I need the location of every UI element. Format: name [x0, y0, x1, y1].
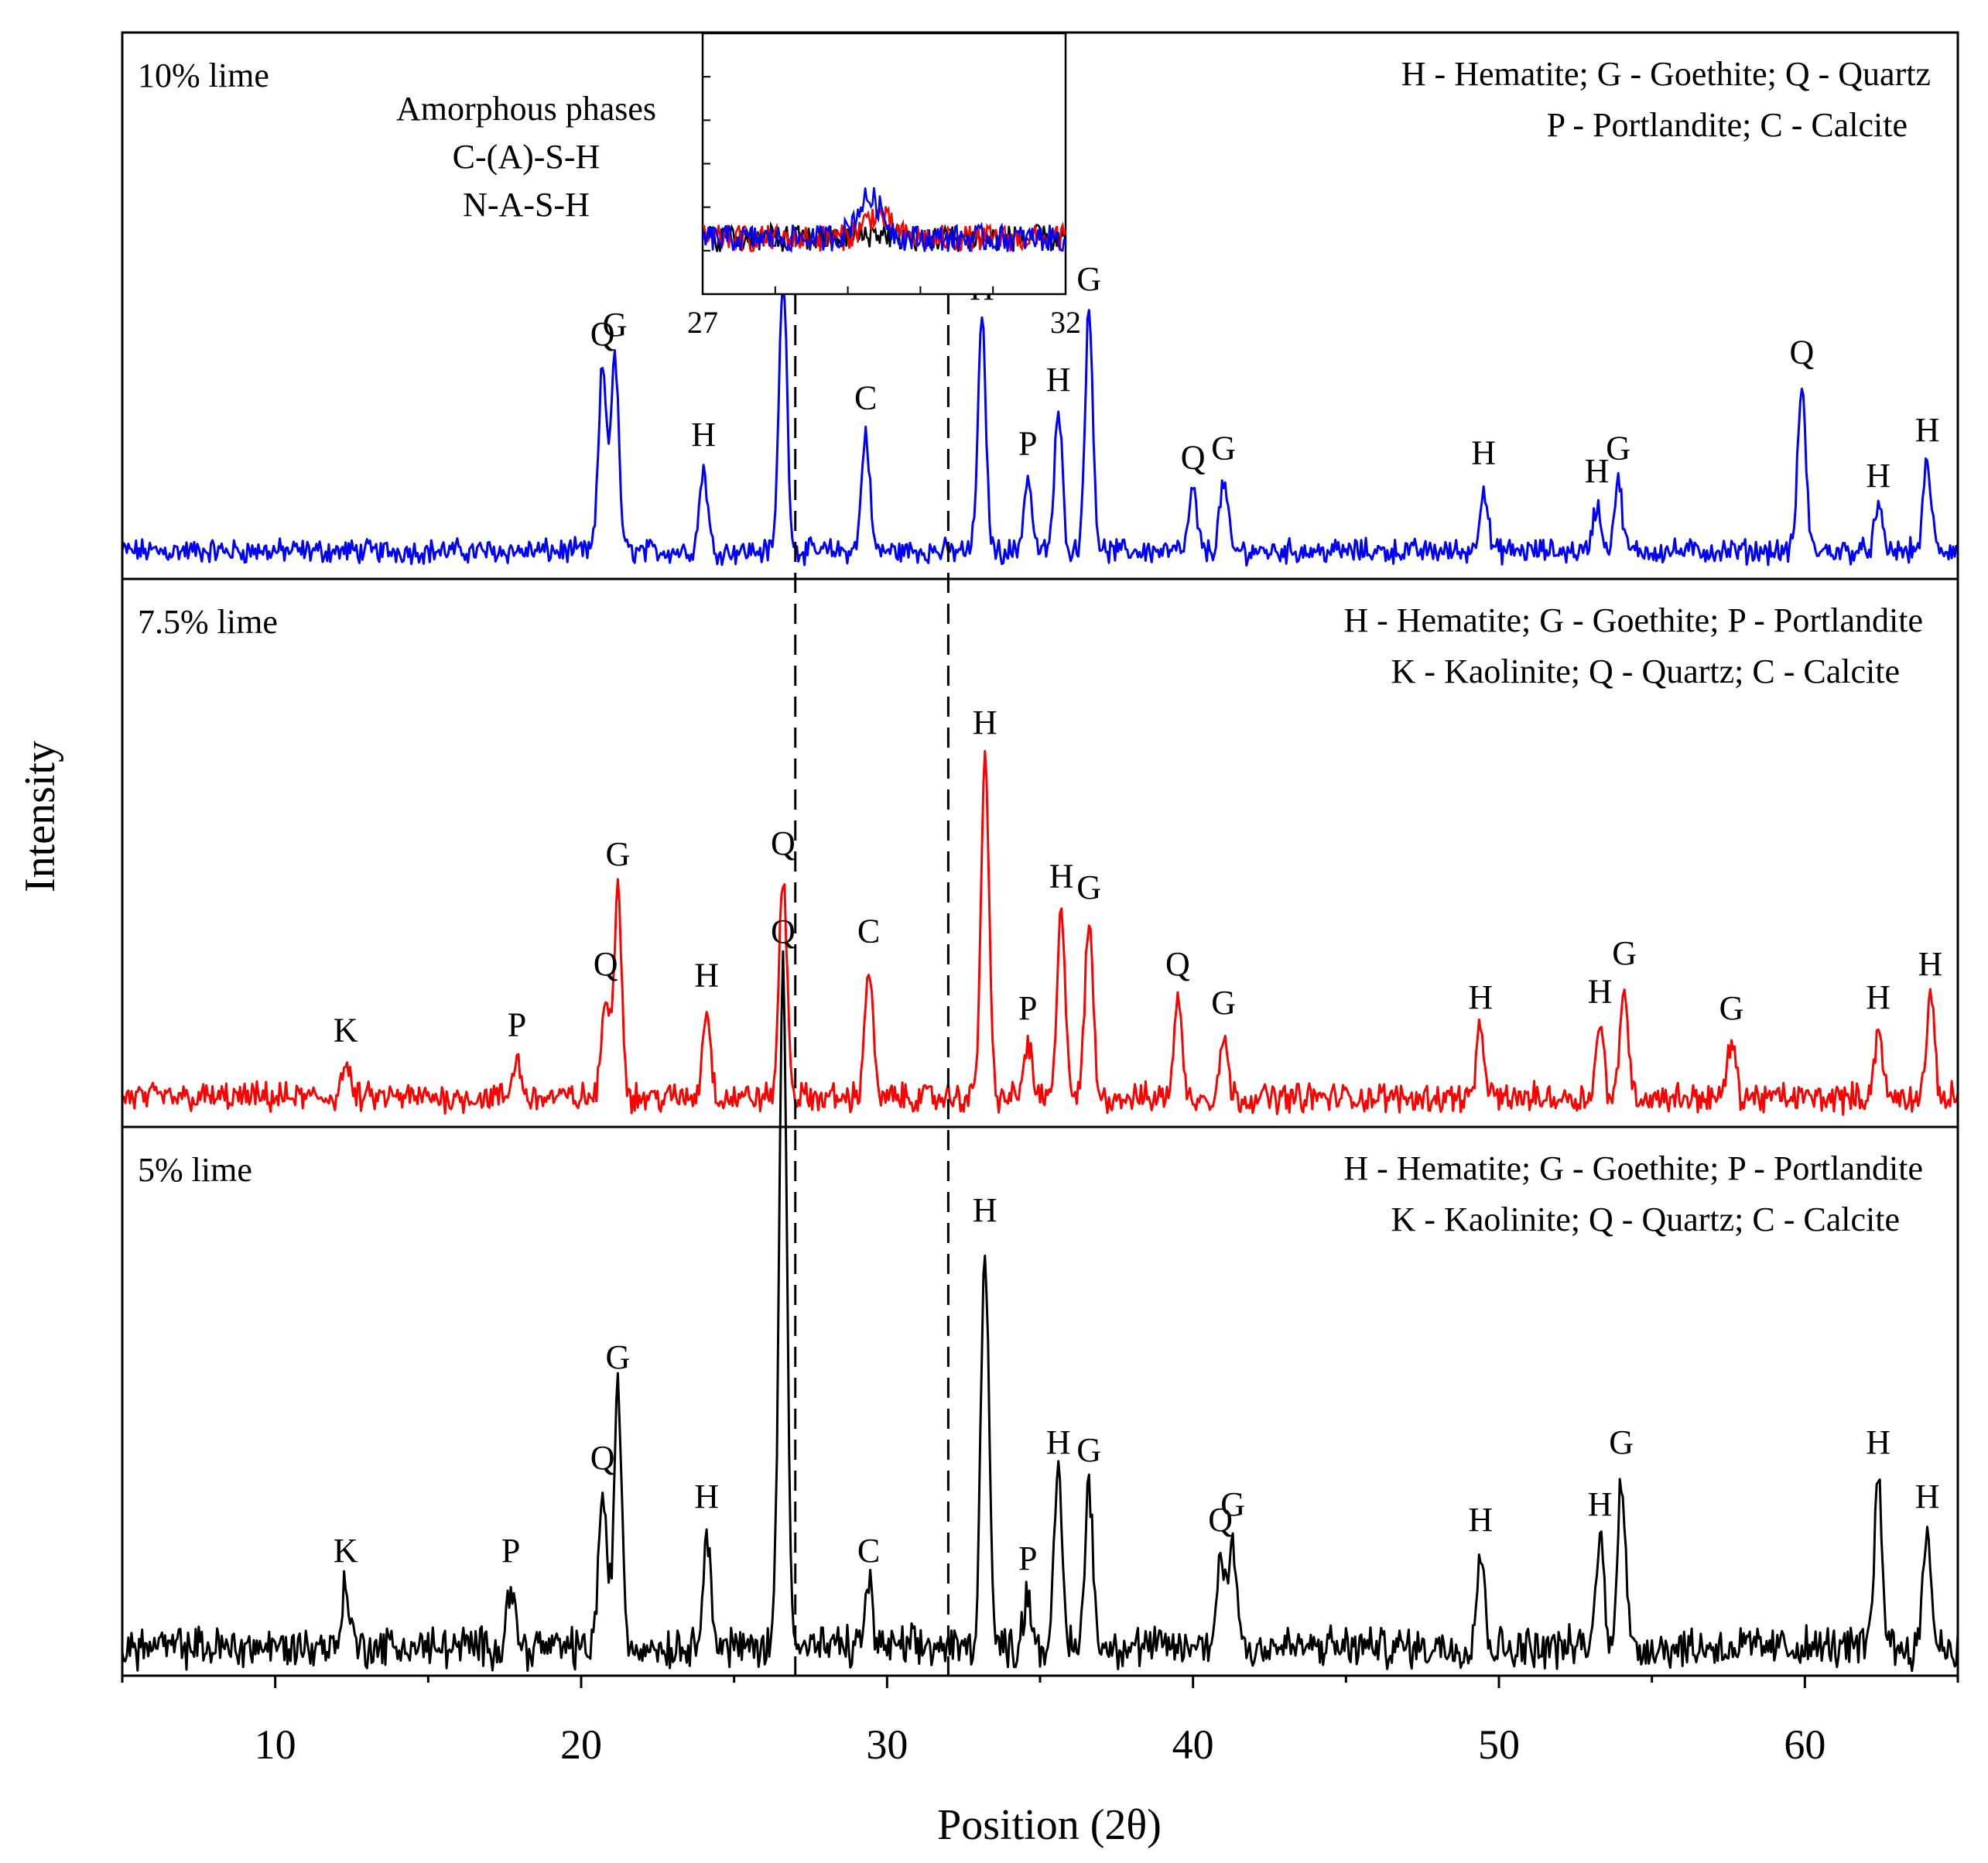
inset-xtick-label-1: 32 — [1050, 305, 1081, 340]
peak-label-1-14: H — [1588, 973, 1613, 1011]
reference-lines-layer — [794, 294, 950, 1676]
series-line-2 — [121, 950, 1959, 1673]
peak-label-2-3: G — [606, 1338, 631, 1376]
peak-label-0-8: G — [1076, 260, 1101, 298]
peak-label-0-6: P — [1018, 425, 1037, 463]
x-tick-label-40: 40 — [1172, 1721, 1214, 1768]
inset-annotation-0: Amorphous phases — [396, 90, 656, 128]
peak-label-0-1: G — [603, 306, 628, 344]
peak-label-1-1: P — [508, 1005, 526, 1043]
panel-title-1: 7.5% lime — [138, 603, 278, 641]
peak-label-2-7: H — [973, 1191, 997, 1229]
legend-line-0-1: P - Portlandite; C - Calcite — [1547, 106, 1908, 144]
peak-label-1-6: C — [857, 913, 880, 950]
peak-label-1-13: H — [1468, 978, 1493, 1016]
peak-label-2-1: P — [501, 1532, 520, 1570]
peak-label-1-3: G — [606, 835, 631, 873]
x-tick-label-30: 30 — [866, 1721, 908, 1768]
axes-layer: 10 20 30 40 50 60 Position (2θ) Intensity — [16, 741, 1959, 1849]
peak-label-1-5: Q — [771, 824, 796, 862]
series-line-0 — [121, 281, 1959, 567]
x-tick-label-20: 20 — [560, 1721, 602, 1768]
peak-label-1-11: Q — [1165, 945, 1190, 983]
peak-label-0-2: H — [691, 416, 716, 454]
legend-line-1-0: H - Hematite; G - Goethite; P - Portland… — [1343, 601, 1923, 639]
peak-label-1-2: Q — [594, 945, 618, 983]
peak-label-2-13: H — [1468, 1501, 1493, 1539]
panel-title-2: 5% lime — [138, 1151, 252, 1189]
peak-label-1-18: H — [1918, 945, 1943, 983]
peak-label-1-0: K — [334, 1011, 358, 1049]
peak-label-1-17: H — [1866, 978, 1890, 1016]
peak-label-2-17: H — [1915, 1478, 1940, 1515]
peak-label-2-0: K — [334, 1532, 358, 1570]
peak-label-2-10: G — [1076, 1431, 1101, 1469]
peak-label-1-9: H — [1049, 858, 1074, 896]
inset-frame — [701, 32, 1067, 296]
legend-line-0-0: H - Hematite; G - Goethite; Q - Quartz — [1401, 55, 1931, 93]
peak-label-1-16: G — [1719, 989, 1744, 1027]
inset-layer: 27 32 Amorphous phases C-(A)-S-H N-A-S-H — [396, 32, 1081, 340]
legend-line-2-0: H - Hematite; G - Goethite; P - Portland… — [1343, 1149, 1923, 1187]
legend-line-1-1: K - Kaolinite; Q - Quartz; C - Calcite — [1391, 652, 1900, 690]
peak-label-0-12: H — [1585, 452, 1610, 490]
inset-annotation-1: C-(A)-S-H — [453, 138, 601, 176]
x-tick-label-50: 50 — [1478, 1721, 1520, 1768]
peak-label-2-5: Q — [771, 913, 796, 950]
peak-label-0-15: H — [1866, 457, 1890, 495]
peak-label-2-9: H — [1046, 1423, 1071, 1461]
inset-xtick-label-0: 27 — [687, 305, 718, 340]
peak-label-2-8: P — [1018, 1539, 1037, 1577]
peak-label-1-12: G — [1211, 984, 1236, 1022]
peak-label-2-14: H — [1588, 1485, 1613, 1523]
y-axis-label: Intensity — [16, 741, 64, 892]
legend-line-2-1: K - Kaolinite; Q - Quartz; C - Calcite — [1391, 1200, 1900, 1238]
panel-title-0: 10% lime — [138, 57, 269, 94]
peak-label-0-10: G — [1211, 430, 1236, 467]
peak-label-2-12: G — [1220, 1485, 1245, 1523]
peak-label-0-7: H — [1046, 361, 1071, 399]
peak-label-1-8: P — [1018, 989, 1037, 1027]
peak-label-0-4: C — [854, 379, 877, 417]
peak-label-1-10: G — [1076, 868, 1101, 906]
peak-label-1-7: H — [973, 704, 997, 741]
peak-label-2-15: G — [1609, 1423, 1634, 1461]
x-tick-label-60: 60 — [1784, 1721, 1825, 1768]
peak-label-0-16: H — [1915, 411, 1940, 449]
series-line-1 — [121, 750, 1959, 1116]
peak-label-0-0: Q — [590, 315, 615, 353]
peak-label-2-11: Q — [1208, 1501, 1233, 1539]
peak-label-2-6: C — [857, 1532, 880, 1570]
peak-label-2-16: H — [1866, 1423, 1890, 1461]
peak-label-1-15: G — [1612, 934, 1637, 972]
inset-annotation-2: N-A-S-H — [463, 186, 590, 224]
peak-label-1-4: H — [694, 956, 719, 994]
x-tick-label-10: 10 — [255, 1721, 296, 1768]
peak-label-0-14: Q — [1790, 334, 1815, 372]
peak-label-2-2: Q — [590, 1439, 615, 1477]
peak-label-0-11: H — [1471, 433, 1496, 471]
peak-label-0-13: G — [1606, 430, 1630, 467]
peak-label-0-9: Q — [1181, 438, 1206, 476]
inset-line-0 — [701, 187, 1067, 253]
peak-label-2-4: H — [694, 1478, 719, 1515]
x-axis-label: Position (2θ) — [937, 1801, 1162, 1849]
